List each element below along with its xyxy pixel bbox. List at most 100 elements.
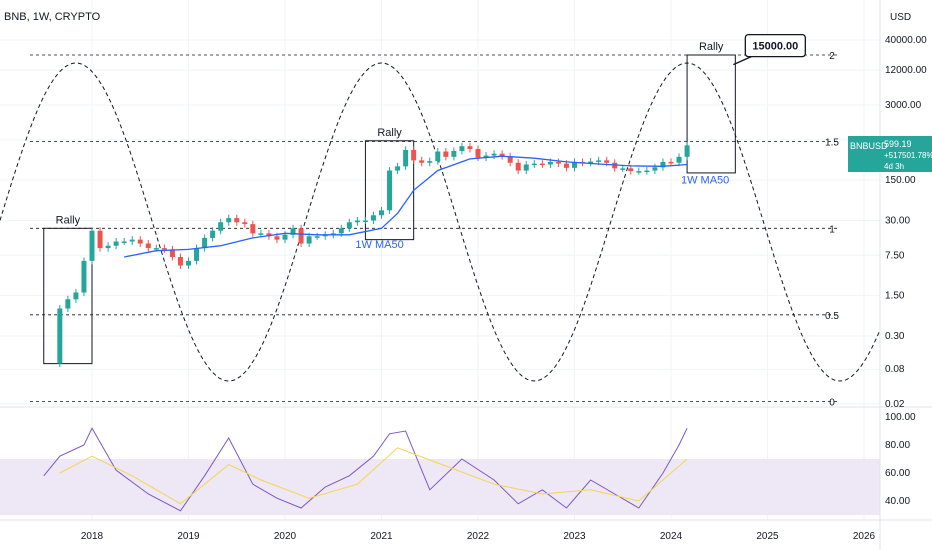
- rsi-tick: 80.00: [885, 440, 910, 451]
- candle-body: [467, 146, 473, 149]
- time-tick: 2018: [81, 531, 104, 542]
- ma50-label-2: 1W MA50: [681, 175, 729, 187]
- candle-body: [547, 161, 553, 165]
- candle-body: [435, 151, 441, 162]
- rally-box-2: [686, 54, 736, 174]
- fib-label: 1.5: [825, 137, 839, 148]
- candle-body: [234, 218, 240, 223]
- candle-body: [282, 234, 288, 240]
- candle-body: [113, 241, 119, 246]
- fib-label: 2: [829, 51, 835, 62]
- rsi-axis[interactable]: 100.00 80.00 60.00 40.00: [885, 412, 916, 507]
- time-axis[interactable]: 2018 2019 2020 2021 2022 2023 2024 2025 2026: [81, 531, 876, 542]
- candle-body: [266, 233, 272, 237]
- candle-body: [129, 239, 135, 242]
- rally-box-0: [43, 227, 93, 365]
- candle-body: [218, 222, 224, 231]
- candle-body: [475, 148, 481, 158]
- ma50-line: [124, 155, 688, 258]
- cycle-wave: [0, 62, 880, 382]
- price-tick: 0.30: [885, 331, 905, 342]
- currency-label: USD: [890, 12, 911, 23]
- candle-body: [314, 236, 320, 238]
- candle-body: [105, 245, 111, 249]
- candle-body: [137, 239, 143, 244]
- candle-body: [202, 237, 208, 249]
- candle-body: [451, 150, 457, 157]
- candle-body: [73, 292, 79, 300]
- candle-body: [186, 260, 191, 266]
- time-tick: 2019: [177, 531, 200, 542]
- candle-body: [169, 249, 175, 258]
- target-callout: 15000.00: [733, 33, 806, 66]
- chart-title: BNB, 1W, CRYPTO: [4, 11, 101, 23]
- target-box: [744, 33, 806, 58]
- candle-body: [121, 241, 127, 244]
- price-axis[interactable]: 40000.0012000.003000.00750.00150.0030.00…: [885, 35, 927, 410]
- rsi-band: [0, 459, 880, 515]
- price-tick: 7.50: [885, 250, 905, 261]
- time-tick: 2023: [563, 531, 586, 542]
- time-tick: 2020: [274, 531, 297, 542]
- candle-body: [290, 228, 296, 235]
- price-tick: 30.00: [885, 216, 910, 227]
- price-tag-bg: [848, 136, 932, 172]
- candle-body: [427, 161, 433, 163]
- candle-body: [499, 153, 505, 157]
- fib-label: 1: [829, 224, 835, 235]
- rally-label-0: Rally: [56, 214, 81, 226]
- fib-label: 0.5: [825, 311, 839, 322]
- candle-body: [177, 257, 183, 266]
- fib-levels: 2 1.5 1 0.5 0: [30, 51, 839, 409]
- rally-label-2: Rally: [699, 41, 724, 53]
- candle-body: [210, 230, 216, 238]
- candle-body: [459, 146, 465, 151]
- candle-body: [306, 236, 312, 244]
- candle-body: [443, 151, 449, 157]
- candle-body: [507, 156, 513, 163]
- candle-body: [620, 168, 626, 170]
- candle-body: [330, 233, 336, 235]
- candle-body: [161, 248, 167, 250]
- candle-body: [403, 149, 409, 167]
- time-tick: 2022: [467, 531, 490, 542]
- candle-body: [395, 166, 401, 171]
- candle-body: [539, 163, 545, 166]
- candle-body: [379, 210, 384, 216]
- candle-body: [89, 230, 95, 261]
- candle-body: [644, 170, 650, 173]
- price-tick: 3000.00: [885, 100, 922, 111]
- candle-body: [483, 155, 489, 158]
- candle-body: [676, 156, 682, 163]
- candle-body: [531, 163, 537, 166]
- price-tick: 40000.00: [885, 35, 927, 46]
- rsi-tick: 40.00: [885, 496, 910, 507]
- price-tick: 0.08: [885, 364, 905, 375]
- candle-body: [153, 248, 159, 250]
- candle-body: [628, 168, 634, 172]
- candle-body: [298, 228, 304, 244]
- price-tag-symbol: BNBUSD: [850, 141, 888, 151]
- candle-body: [491, 153, 497, 156]
- candle-body: [555, 161, 561, 164]
- candle-body: [145, 243, 151, 249]
- candle-body: [338, 228, 344, 234]
- price-tag: BNBUSD 599.19 +517501.78% 4d 3h: [848, 136, 932, 172]
- price-tag-price: 599.19: [884, 139, 912, 149]
- candle-body: [387, 170, 393, 211]
- target-pointer: [733, 56, 752, 66]
- candle-body: [362, 220, 368, 223]
- candle-body: [515, 162, 521, 171]
- candle-body: [370, 215, 376, 221]
- candle-body: [572, 161, 577, 168]
- candle-body: [97, 230, 103, 249]
- candle-body: [563, 163, 569, 168]
- candle-body: [523, 164, 529, 171]
- rsi-ma-line: [59, 447, 688, 505]
- candle-body: [194, 248, 200, 261]
- price-tick: 1.50: [885, 291, 905, 302]
- ma50-label: 1W MA50: [355, 239, 403, 251]
- candle-body: [346, 222, 352, 229]
- price-tick: 0.02: [885, 399, 905, 410]
